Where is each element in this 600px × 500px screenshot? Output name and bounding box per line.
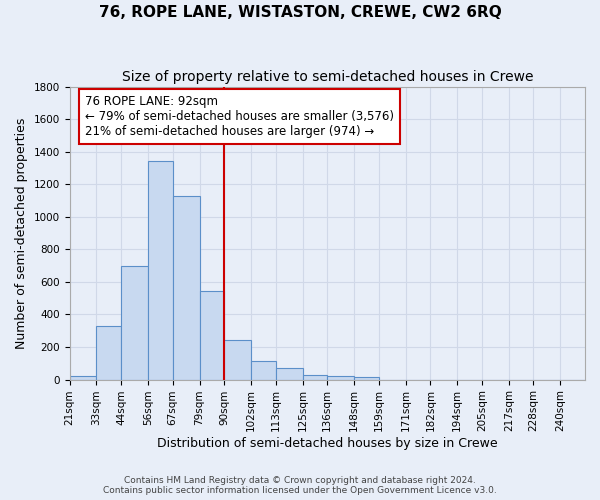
Bar: [327, 376, 354, 380]
X-axis label: Distribution of semi-detached houses by size in Crewe: Distribution of semi-detached houses by …: [157, 437, 497, 450]
Bar: [173, 196, 200, 380]
Text: 76 ROPE LANE: 92sqm
← 79% of semi-detached houses are smaller (3,576)
21% of sem: 76 ROPE LANE: 92sqm ← 79% of semi-detach…: [85, 96, 394, 138]
Bar: [121, 266, 148, 380]
Bar: [97, 326, 121, 380]
Bar: [200, 291, 224, 380]
Bar: [302, 374, 327, 380]
Title: Size of property relative to semi-detached houses in Crewe: Size of property relative to semi-detach…: [122, 70, 533, 84]
Bar: [148, 162, 173, 380]
Y-axis label: Number of semi-detached properties: Number of semi-detached properties: [15, 118, 28, 349]
Bar: [354, 377, 379, 380]
Bar: [70, 376, 97, 380]
Text: 76, ROPE LANE, WISTASTON, CREWE, CW2 6RQ: 76, ROPE LANE, WISTASTON, CREWE, CW2 6RQ: [98, 5, 502, 20]
Bar: [224, 340, 251, 380]
Text: Contains HM Land Registry data © Crown copyright and database right 2024.
Contai: Contains HM Land Registry data © Crown c…: [103, 476, 497, 495]
Bar: [251, 361, 276, 380]
Bar: [276, 368, 302, 380]
